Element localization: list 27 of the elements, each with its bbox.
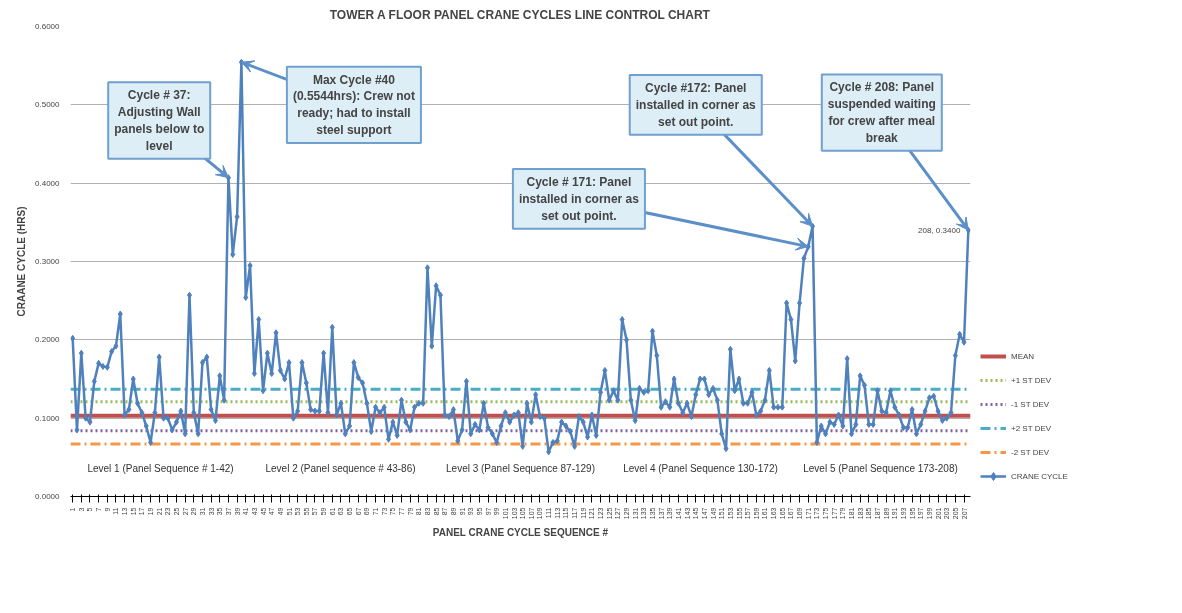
annotation: Cycle # 171: Panel installed in corner as set out point.: [518, 175, 640, 223]
legend-label: +1 ST DEV: [1011, 375, 1053, 385]
annotation: Level 2 (Panel sequence # 43-86): [265, 463, 416, 474]
x-axis-title: PANEL CRANE CYCLE SEQUENCE #: [432, 527, 609, 539]
legend-label: +2 ST DEV: [1011, 423, 1053, 433]
y-tick-label: 0.3000: [35, 257, 61, 266]
data-label: 208, 0.3400: [918, 225, 961, 235]
annotation: Max Cycle #40 (0.5544hrs): Crew not ready; had to install steel support: [292, 72, 415, 138]
annotation: Cycle # 208: Panel suspended waiting for crew after meal break: [827, 80, 936, 145]
y-tick-label: 0.5000: [35, 100, 61, 110]
legend-label: -2 ST DEV: [1011, 447, 1051, 457]
y-tick-label: 0.2000: [35, 335, 61, 345]
y-tick-label: 0.6000: [35, 22, 61, 31]
annotation: Level 3 (Panel Sequence 87-129): [446, 463, 595, 474]
y-tick-label: 0.0000: [35, 492, 61, 501]
legend-label: CRANE CYCLE: [1011, 471, 1069, 481]
annotation: Cycle #172: Panel installed in corner as set out point.: [635, 81, 757, 129]
y-tick-label: 0.4000: [35, 178, 61, 188]
legend-label: -1 ST DEV: [1011, 399, 1051, 409]
annotation: Level 5 (Panel Sequence 173-208): [803, 463, 958, 474]
y-tick-label: 0.1000: [35, 413, 61, 423]
annotation: Level 4 (Panel Sequence 130-172): [623, 463, 778, 474]
annotation: Level 1 (Panel Sequence # 1-42): [87, 463, 234, 474]
legend-label: MEAN: [1011, 351, 1036, 361]
annotation: Cycle # 37: Adjusting Wall panels below to level: [114, 88, 205, 153]
chart-title: TOWER A FLOOR PANEL CRANE CYCLES LINE CONTROL CHART: [329, 7, 711, 22]
y-axis-title: CRAANE CYCLE (HRS): [16, 206, 28, 317]
